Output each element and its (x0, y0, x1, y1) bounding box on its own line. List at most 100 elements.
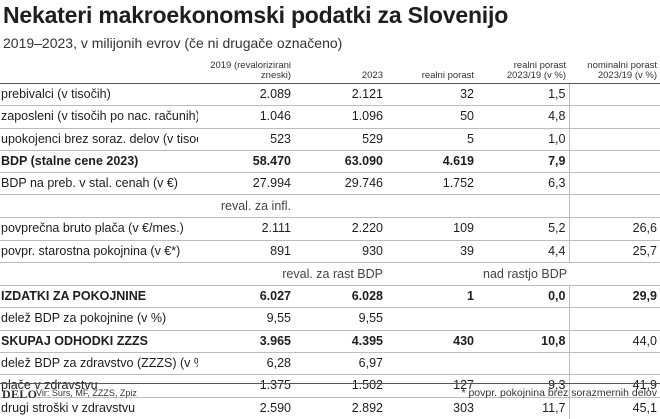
cell-nom-pct (568, 149, 660, 173)
header-real: realni porast (421, 70, 474, 81)
cell-2023: 4.395 (294, 329, 386, 353)
cell-real: 50 (386, 105, 477, 129)
row-label: prebivalci (v tisočih) (0, 82, 198, 106)
row-label: upokojenci brez soraz. delov (v tisočih) (0, 127, 198, 151)
table-row: povprečna bruto plača (v €/mes.) 2.111 2… (0, 217, 660, 241)
cell-real: 5 (386, 127, 477, 151)
table-row: BDP (stalne cene 2023) 58.470 63.090 4.6… (0, 149, 660, 173)
row-label: IZDATKI ZA POKOJNINE (0, 285, 198, 308)
cell-real-pct: 5,2 (477, 217, 569, 241)
cell-nom-pct: 25,7 (568, 239, 660, 263)
cell-real: 127 (386, 374, 477, 398)
page-title: Nekateri makroekonomski podatki za Slove… (3, 2, 509, 28)
cell-real: 39 (386, 239, 477, 263)
cell-2023: 529 (294, 127, 386, 151)
note-nad-bdp: nad rastjo BDP (477, 262, 660, 286)
table-row: SKUPAJ ODHODKI ZZZS 3.965 4.395 430 10,8… (0, 329, 660, 353)
cell-real-pct (477, 307, 569, 331)
cell-2019: 891 (198, 239, 294, 263)
cell-real: 109 (386, 217, 477, 241)
cell-2019: 523 (198, 127, 294, 151)
cell-nom-pct (568, 351, 660, 375)
table-row: delež BDP za pokojnine (v %) 9,55 9,55 (0, 307, 660, 331)
table-row: BDP na preb. v stal. cenah (v €) 27.994 … (0, 172, 660, 195)
cell-2019: 9,55 (198, 307, 294, 331)
cell-nom-pct: 44,0 (568, 329, 660, 353)
cell-nom-pct (568, 82, 660, 106)
cell-real: 4.619 (386, 149, 477, 173)
row-label: delež BDP za pokojnine (v %) (0, 307, 198, 331)
cell-2019: 27.994 (198, 172, 294, 195)
cell-2023: 9,55 (294, 307, 386, 331)
row-label: plače v zdravstvu (0, 374, 198, 398)
row-label: povpr. starostna pokojnina (v €*) (0, 239, 198, 263)
cell-real-pct: 4,8 (477, 105, 569, 129)
cell-real-pct: 0,0 (477, 285, 569, 308)
table-header: 2019 (revalorizirani zneski) 2023 realni… (0, 55, 660, 84)
source-note: Vir: Surs, MF, ZZZS, Zpiz (36, 388, 137, 398)
footnote: * povpr. pokojnina brez sorazmernih delo… (461, 387, 657, 399)
cell-real: 32 (386, 82, 477, 106)
cell-real (386, 351, 477, 375)
cell-real-pct: 1,0 (477, 127, 569, 151)
cell-real-pct: 6,3 (477, 172, 569, 195)
cell-real (386, 307, 477, 331)
note-row: reval. za rast BDP nad rastjo BDP (0, 262, 660, 286)
cell-real: 1 (386, 285, 477, 308)
cell-nom-pct: 29,9 (568, 285, 660, 308)
table-row: upokojenci brez soraz. delov (v tisočih)… (0, 127, 660, 151)
table-row: zaposleni (v tisočih po nac. računih) 1.… (0, 105, 660, 129)
cell-2019: 2.111 (198, 217, 294, 241)
table-row: delež BDP za zdravstvo (ZZZS) (v %) 6,28… (0, 351, 660, 375)
row-label: povprečna bruto plača (v €/mes.) (0, 217, 198, 241)
delo-logo: DELO (2, 387, 38, 401)
cell-2023: 1.502 (294, 374, 386, 398)
table-row: prebivalci (v tisočih) 2.089 2.121 32 1,… (0, 82, 660, 106)
page-subtitle: 2019–2023, v milijonih evrov (če ni drug… (3, 35, 343, 51)
cell-real-pct: 10,8 (477, 329, 569, 353)
footer: DELO Vir: Surs, MF, ZZZS, Zpiz * povpr. … (0, 383, 660, 402)
cell-2019: 3.965 (198, 329, 294, 353)
table-row: IZDATKI ZA POKOJNINE 6.027 6.028 1 0,0 2… (0, 285, 660, 308)
header-2019: 2019 (revalorizirani zneski) (210, 60, 291, 81)
cell-nom-pct (568, 307, 660, 331)
note-reval-bdp: reval. za rast BDP (198, 262, 386, 286)
cell-nom-pct (568, 127, 660, 151)
cell-2023: 2.220 (294, 217, 386, 241)
note-row: reval. za infl. (0, 194, 660, 218)
cell-2019: 1.375 (198, 374, 294, 398)
cell-2023: 6,97 (294, 351, 386, 375)
cell-2019: 6.027 (198, 285, 294, 308)
header-2023: 2023 (361, 70, 383, 81)
cell-nom-pct (568, 105, 660, 129)
cell-real-pct: 9,3 (477, 374, 569, 398)
row-label: delež BDP za zdravstvo (ZZZS) (v %) (0, 351, 198, 375)
data-table: 2019 (revalorizirani zneski) 2023 realni… (0, 55, 660, 419)
cell-2023: 1.096 (294, 105, 386, 129)
header-label (0, 55, 198, 84)
row-label: zaposleni (v tisočih po nac. računih) (0, 105, 198, 129)
table-row: plače v zdravstvu 1.375 1.502 127 9,3 41… (0, 374, 660, 398)
cell-real-pct (477, 351, 569, 375)
cell-nom-pct: 26,6 (568, 217, 660, 241)
cell-real-pct: 4,4 (477, 239, 569, 263)
cell-nom-pct: 41,9 (568, 374, 660, 398)
cell-2023: 6.028 (294, 285, 386, 308)
cell-real-pct: 7,9 (477, 149, 569, 173)
cell-2023: 63.090 (294, 149, 386, 173)
row-label: BDP na preb. v stal. cenah (v €) (0, 172, 198, 195)
cell-2019: 1.046 (198, 105, 294, 129)
cell-2019: 2.089 (198, 82, 294, 106)
row-label: BDP (stalne cene 2023) (0, 149, 198, 173)
cell-2019: 6,28 (198, 351, 294, 375)
note-reval-infl: reval. za infl. (198, 194, 294, 218)
table-row: povpr. starostna pokojnina (v €*) 891 93… (0, 239, 660, 263)
cell-real: 1.752 (386, 172, 477, 195)
cell-2019: 58.470 (198, 149, 294, 173)
cell-2023: 930 (294, 239, 386, 263)
cell-2023: 29.746 (294, 172, 386, 195)
cell-2023: 2.121 (294, 82, 386, 106)
header-real-pct: realni porast 2023/19 (v %) (506, 60, 566, 81)
row-label: SKUPAJ ODHODKI ZZZS (0, 329, 198, 353)
